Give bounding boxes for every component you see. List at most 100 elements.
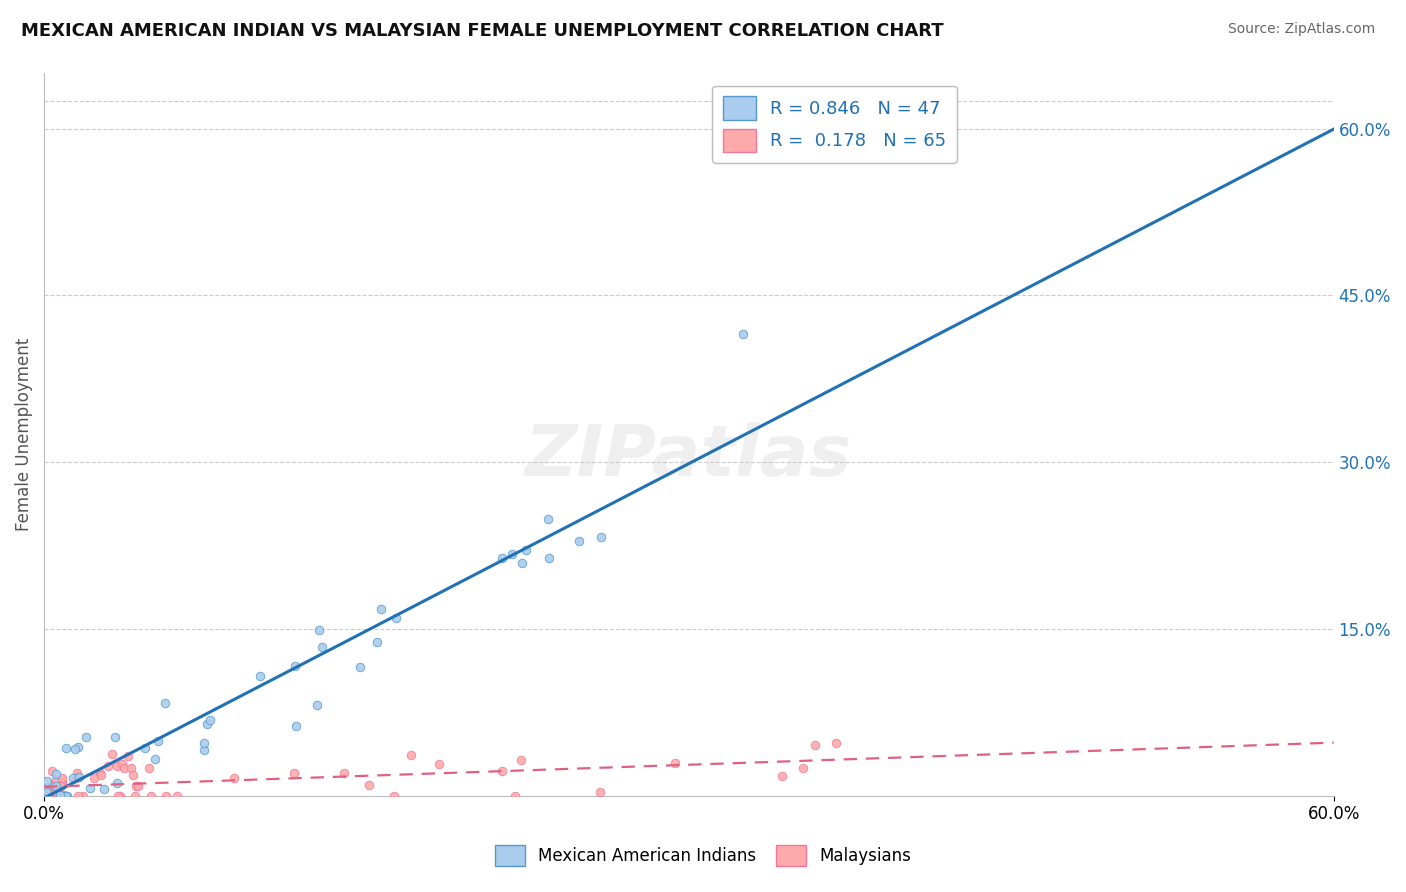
- Point: [107, 789, 129, 803]
- Point: [143, 751, 166, 765]
- Point: [42, 789, 65, 803]
- Point: [55, 741, 77, 756]
- Point: [155, 789, 177, 803]
- Point: [49, 788, 72, 802]
- Legend: Mexican American Indians, Malaysians: Mexican American Indians, Malaysians: [488, 838, 918, 873]
- Point: [41, 764, 63, 778]
- Point: [359, 778, 381, 792]
- Point: [589, 785, 612, 799]
- Point: [38, 789, 60, 803]
- Point: [49, 788, 72, 802]
- Point: [51, 771, 73, 785]
- Point: [283, 765, 305, 780]
- Point: [37, 789, 59, 803]
- Point: [52, 789, 75, 803]
- Point: [56, 789, 79, 803]
- Point: [153, 696, 176, 710]
- Point: [366, 635, 388, 649]
- Point: [37, 789, 59, 803]
- Y-axis label: Female Unemployment: Female Unemployment: [15, 338, 32, 531]
- Point: [198, 713, 221, 727]
- Point: [79, 781, 101, 796]
- Point: [101, 747, 124, 761]
- Point: [63, 742, 86, 756]
- Point: [65, 771, 87, 785]
- Point: [46, 788, 69, 802]
- Point: [35, 789, 58, 803]
- Point: [67, 770, 90, 784]
- Point: [568, 533, 591, 548]
- Point: [824, 736, 846, 750]
- Point: [90, 768, 112, 782]
- Point: [97, 759, 120, 773]
- Point: [89, 766, 111, 780]
- Point: [664, 756, 686, 770]
- Point: [35, 784, 58, 798]
- Point: [134, 741, 156, 756]
- Point: [370, 602, 392, 616]
- Point: [141, 789, 163, 803]
- Point: [491, 764, 513, 778]
- Point: [45, 779, 67, 793]
- Point: [589, 530, 612, 544]
- Point: [105, 759, 128, 773]
- Point: [166, 789, 188, 803]
- Point: [284, 658, 307, 673]
- Point: [124, 789, 146, 803]
- Point: [104, 730, 127, 744]
- Point: [305, 698, 328, 713]
- Point: [249, 669, 271, 683]
- Point: [193, 743, 215, 757]
- Point: [804, 738, 827, 752]
- Point: [45, 784, 67, 798]
- Point: [501, 547, 523, 561]
- Point: [385, 610, 408, 624]
- Point: [311, 640, 333, 654]
- Point: [67, 789, 90, 803]
- Point: [122, 768, 145, 782]
- Point: [117, 748, 139, 763]
- Point: [491, 551, 513, 566]
- Point: [37, 773, 59, 788]
- Point: [34, 783, 56, 797]
- Text: ZIPatlas: ZIPatlas: [526, 422, 852, 491]
- Point: [45, 766, 67, 780]
- Point: [35, 784, 58, 798]
- Point: [792, 761, 814, 775]
- Point: [66, 739, 89, 754]
- Point: [503, 789, 526, 803]
- Point: [510, 556, 533, 570]
- Point: [45, 773, 67, 788]
- Point: [731, 327, 754, 342]
- Point: [55, 789, 77, 803]
- Point: [770, 769, 793, 783]
- Point: [62, 771, 84, 785]
- Point: [105, 775, 128, 789]
- Point: [34, 789, 56, 803]
- Point: [127, 779, 149, 793]
- Point: [285, 719, 308, 733]
- Point: [83, 772, 105, 786]
- Point: [193, 736, 215, 750]
- Point: [382, 789, 405, 803]
- Point: [108, 789, 131, 803]
- Point: [427, 756, 450, 771]
- Point: [65, 766, 87, 780]
- Point: [53, 788, 76, 802]
- Point: [515, 542, 537, 557]
- Point: [112, 761, 135, 775]
- Point: [93, 782, 115, 797]
- Point: [42, 778, 65, 792]
- Point: [51, 774, 73, 789]
- Point: [42, 789, 65, 803]
- Point: [120, 761, 142, 775]
- Point: [509, 753, 531, 767]
- Point: [538, 551, 561, 566]
- Point: [308, 623, 330, 637]
- Point: [111, 757, 134, 772]
- Point: [32, 789, 55, 803]
- Point: [38, 789, 60, 803]
- Point: [401, 748, 423, 763]
- Point: [537, 512, 560, 526]
- Point: [138, 760, 160, 774]
